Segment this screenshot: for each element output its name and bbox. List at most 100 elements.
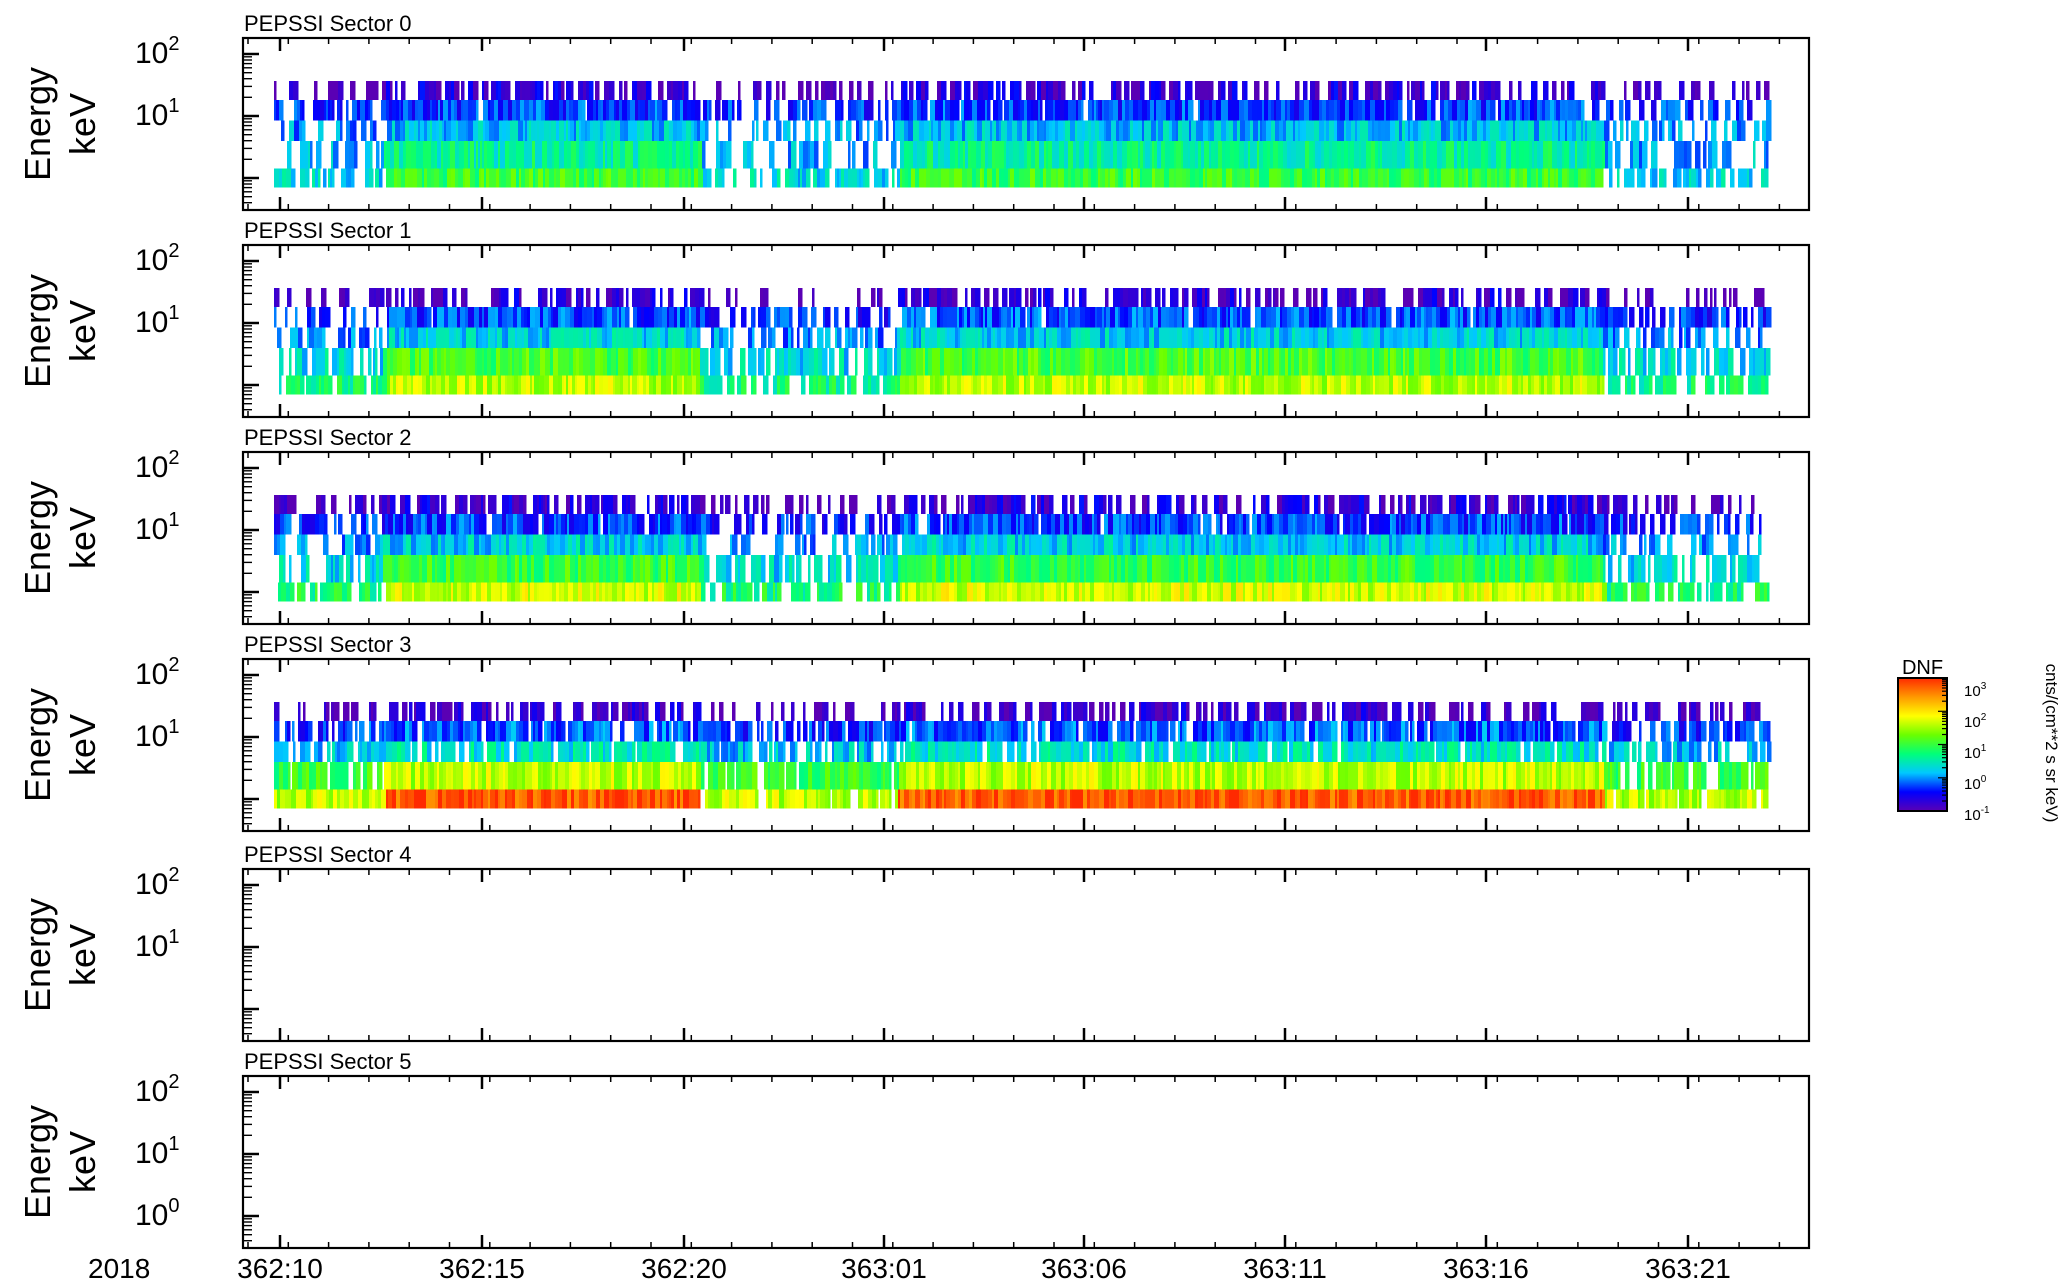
spectrogram-cell bbox=[617, 534, 621, 556]
spectrogram-cell bbox=[1553, 348, 1558, 376]
spectrogram-cell bbox=[900, 375, 906, 395]
spectrogram-cell bbox=[409, 555, 412, 583]
spectrogram-cell bbox=[1413, 513, 1418, 535]
spectrogram-cell bbox=[690, 288, 696, 307]
spectrogram-cell bbox=[1018, 327, 1024, 349]
spectrogram-cell bbox=[1203, 120, 1209, 142]
spectrogram-cell bbox=[1009, 99, 1014, 121]
spectrogram-cell bbox=[1218, 288, 1221, 307]
spectrogram-cell bbox=[633, 327, 638, 349]
spectrogram-cell bbox=[975, 288, 981, 307]
spectrogram-cell bbox=[969, 99, 973, 121]
spectrogram-cell bbox=[982, 168, 985, 188]
spectrogram-cell bbox=[1441, 375, 1445, 395]
spectrogram-cell bbox=[1297, 513, 1301, 535]
spectrogram-cell bbox=[468, 120, 474, 142]
spectrogram-cell bbox=[1174, 555, 1180, 583]
spectrogram-cell bbox=[1402, 534, 1405, 556]
spectrogram-cell bbox=[1182, 99, 1186, 121]
spectrogram-cell bbox=[505, 375, 508, 395]
spectrogram-cell bbox=[943, 306, 948, 328]
spectrogram-cell bbox=[502, 555, 508, 583]
spectrogram-cell bbox=[578, 81, 581, 100]
spectrogram-cell bbox=[1268, 348, 1271, 376]
spectrogram-cell bbox=[988, 81, 994, 100]
spectrogram-cell bbox=[1291, 348, 1295, 376]
spectrogram-cell bbox=[595, 141, 599, 169]
spectrogram-cell bbox=[1431, 99, 1436, 121]
spectrogram-cell bbox=[1481, 327, 1487, 349]
spectrogram-cell bbox=[1001, 306, 1004, 328]
spectrogram-cell bbox=[585, 120, 588, 142]
spectrogram-cell bbox=[1567, 168, 1570, 188]
spectrogram-cell bbox=[704, 555, 710, 583]
spectrogram-cell bbox=[714, 513, 720, 535]
spectrogram-cell bbox=[460, 327, 463, 349]
spectrogram-cell bbox=[691, 495, 696, 514]
spectrogram-cell bbox=[1068, 99, 1074, 121]
spectrogram-cell bbox=[471, 513, 475, 535]
spectrogram-cell bbox=[1117, 327, 1122, 349]
spectrogram-cell bbox=[970, 495, 976, 514]
spectrogram-cell bbox=[302, 513, 306, 535]
spectrogram-cell bbox=[1383, 168, 1386, 188]
spectrogram-cell bbox=[717, 375, 723, 395]
spectrogram-cell bbox=[540, 81, 544, 100]
spectrogram-cell bbox=[1326, 99, 1330, 121]
spectrogram-cell bbox=[962, 348, 965, 376]
spectrogram-cell bbox=[360, 99, 366, 121]
spectrogram-cell bbox=[885, 99, 889, 121]
spectrogram-cell bbox=[1065, 348, 1071, 376]
spectrogram-cell bbox=[892, 513, 898, 535]
spectrogram-cell bbox=[780, 306, 786, 328]
spectrogram-cell bbox=[1408, 327, 1413, 349]
spectrogram-cell bbox=[998, 555, 1002, 583]
spectrogram-cell bbox=[595, 81, 600, 100]
spectrogram-cell bbox=[658, 348, 662, 376]
spectrogram-cell bbox=[635, 555, 638, 583]
spectrogram-cell bbox=[1620, 513, 1624, 535]
spectrogram-cell bbox=[941, 555, 946, 583]
spectrogram-cell bbox=[1367, 348, 1373, 376]
spectrogram-cell bbox=[1530, 99, 1535, 121]
spectrogram-cell bbox=[463, 495, 468, 514]
spectrogram-cell bbox=[947, 513, 950, 535]
spectrogram-cell bbox=[652, 327, 658, 349]
spectrogram-cell bbox=[1514, 375, 1519, 395]
spectrogram-cell bbox=[545, 168, 550, 188]
spectrogram-cell bbox=[501, 81, 506, 100]
spectrogram-cell bbox=[1057, 375, 1062, 395]
spectrogram-cell bbox=[786, 513, 789, 535]
spectrogram-cell bbox=[408, 99, 413, 121]
spectrogram-cell bbox=[1348, 141, 1351, 169]
spectrogram-cell bbox=[1244, 81, 1248, 100]
spectrogram-cell bbox=[1321, 306, 1327, 328]
spectrogram-cell bbox=[800, 348, 804, 376]
spectrogram-cell bbox=[644, 120, 650, 142]
spectrogram-cell bbox=[1468, 141, 1471, 169]
spectrogram-cell bbox=[693, 348, 696, 376]
spectrogram-cell bbox=[1166, 306, 1170, 328]
spectrogram-cell bbox=[991, 348, 996, 376]
spectrogram-cell bbox=[1384, 99, 1387, 121]
spectrogram-cell bbox=[1004, 168, 1009, 188]
spectrogram-cell bbox=[420, 141, 424, 169]
spectrogram-cell bbox=[1544, 288, 1549, 307]
spectrogram-cell bbox=[274, 81, 277, 100]
spectrogram-cell bbox=[861, 168, 864, 188]
spectrogram-cell bbox=[741, 375, 747, 395]
spectrogram-cell bbox=[1299, 348, 1303, 376]
spectrogram-cell bbox=[1334, 120, 1338, 142]
spectrogram-cell bbox=[761, 327, 767, 349]
spectrogram-cell bbox=[386, 288, 389, 307]
spectrogram-cell bbox=[971, 141, 977, 169]
spectrogram-cell bbox=[508, 348, 511, 376]
spectrogram-cell bbox=[326, 99, 329, 121]
spectrogram-cell bbox=[476, 141, 479, 169]
spectrogram-cell bbox=[653, 375, 657, 395]
spectrogram-cell bbox=[1707, 306, 1713, 328]
spectrogram-cell bbox=[578, 327, 584, 349]
spectrogram-cell bbox=[1350, 534, 1353, 556]
spectrogram-cell bbox=[1433, 534, 1436, 556]
spectrogram-cell bbox=[1285, 495, 1289, 514]
